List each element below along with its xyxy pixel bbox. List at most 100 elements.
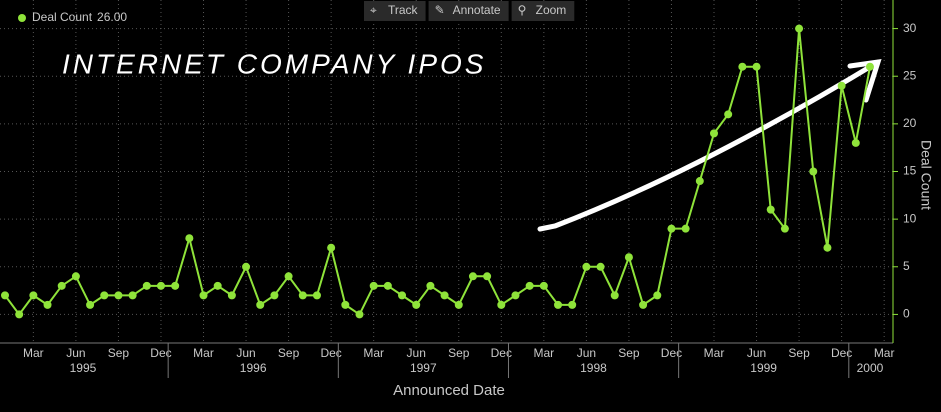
point bbox=[412, 300, 421, 309]
legend-label: Deal Count bbox=[32, 10, 93, 24]
annotation: INTERNET COMPANY IPOS bbox=[62, 48, 486, 79]
point bbox=[710, 129, 718, 138]
x-tick-label: Jun bbox=[66, 346, 85, 360]
y-tick-label: 5 bbox=[903, 259, 910, 273]
year-label: 1996 bbox=[240, 361, 267, 375]
point bbox=[270, 291, 279, 300]
point bbox=[440, 291, 449, 300]
point bbox=[809, 167, 818, 176]
year-label: 2000 bbox=[857, 361, 884, 375]
point bbox=[369, 281, 378, 290]
point bbox=[865, 62, 874, 71]
point bbox=[128, 291, 137, 300]
point bbox=[185, 234, 194, 243]
x-axis-label: Announced Date bbox=[393, 382, 505, 399]
point bbox=[312, 291, 321, 300]
toolbar-button[interactable]: ⌖ Track bbox=[364, 1, 426, 21]
point bbox=[468, 272, 477, 281]
point bbox=[454, 300, 463, 309]
point bbox=[780, 224, 789, 233]
button-bg bbox=[364, 1, 426, 21]
point bbox=[398, 291, 407, 300]
point bbox=[341, 300, 350, 309]
button-icon: ⚲ bbox=[518, 3, 527, 17]
x-tick-label: Jun bbox=[747, 346, 766, 360]
x-tick-label: Mar bbox=[363, 346, 384, 360]
point bbox=[355, 310, 364, 319]
x-tick-label: Mar bbox=[874, 346, 895, 360]
x-tick-label: Dec bbox=[150, 346, 171, 360]
toolbar-button[interactable]: ✎ Annotate bbox=[428, 1, 509, 21]
y-tick-label: 15 bbox=[903, 164, 917, 178]
x-tick-label: Jun bbox=[577, 346, 596, 360]
point bbox=[667, 224, 676, 233]
toolbar-button[interactable]: ⚲ Zoom bbox=[511, 1, 575, 21]
x-tick-label: Sep bbox=[448, 346, 470, 360]
point bbox=[681, 224, 690, 233]
point bbox=[653, 291, 662, 300]
point bbox=[100, 291, 109, 300]
x-tick-label: Sep bbox=[788, 346, 810, 360]
point bbox=[29, 291, 38, 300]
point bbox=[624, 253, 633, 262]
point bbox=[171, 281, 180, 290]
point bbox=[596, 262, 605, 271]
x-tick-label: Jun bbox=[236, 346, 255, 360]
year-label: 1997 bbox=[410, 361, 437, 375]
point bbox=[86, 300, 95, 309]
x-tick-label: Dec bbox=[831, 346, 852, 360]
button-label: Track bbox=[388, 3, 419, 17]
button-label: Zoom bbox=[536, 3, 567, 17]
y-tick-label: 0 bbox=[903, 307, 910, 321]
point bbox=[57, 281, 66, 290]
point bbox=[213, 281, 222, 290]
point bbox=[795, 24, 804, 33]
x-tick-label: Dec bbox=[320, 346, 341, 360]
point bbox=[383, 281, 392, 290]
point bbox=[71, 272, 80, 281]
point bbox=[256, 300, 265, 309]
x-tick-label: Dec bbox=[661, 346, 682, 360]
point bbox=[284, 272, 293, 281]
legend-marker bbox=[18, 14, 26, 22]
point bbox=[695, 177, 704, 186]
point bbox=[823, 243, 832, 252]
point bbox=[582, 262, 591, 271]
x-tick-label: Sep bbox=[108, 346, 130, 360]
point bbox=[766, 205, 775, 214]
y-tick-label: 30 bbox=[903, 21, 917, 35]
point bbox=[525, 281, 534, 290]
year-label: 1995 bbox=[70, 361, 97, 375]
button-icon: ✎ bbox=[435, 3, 445, 17]
point bbox=[497, 300, 506, 309]
point bbox=[426, 281, 435, 290]
x-tick-label: Sep bbox=[278, 346, 300, 360]
point bbox=[610, 291, 619, 300]
button-icon: ⌖ bbox=[370, 3, 377, 17]
y-tick-label: 10 bbox=[903, 211, 917, 225]
point bbox=[298, 291, 307, 300]
year-label: 1998 bbox=[580, 361, 607, 375]
point bbox=[43, 300, 52, 309]
arrow bbox=[537, 58, 882, 232]
button-bg bbox=[428, 1, 509, 21]
point bbox=[639, 300, 648, 309]
x-tick-label: Mar bbox=[23, 346, 44, 360]
point bbox=[837, 81, 846, 90]
x-tick-label: Mar bbox=[193, 346, 214, 360]
point bbox=[724, 110, 733, 119]
point bbox=[738, 62, 747, 71]
point bbox=[851, 138, 860, 147]
y-axis-label: Deal Count bbox=[918, 140, 934, 210]
point bbox=[242, 262, 251, 271]
point bbox=[114, 291, 123, 300]
x-tick-label: Sep bbox=[618, 346, 640, 360]
button-bg bbox=[511, 1, 575, 21]
x-tick-label: Mar bbox=[534, 346, 555, 360]
x-tick-label: Jun bbox=[407, 346, 426, 360]
point bbox=[1, 291, 9, 300]
point bbox=[156, 281, 165, 290]
x-tick-label: Dec bbox=[491, 346, 512, 360]
year-label: 1999 bbox=[750, 361, 777, 375]
point bbox=[199, 291, 208, 300]
